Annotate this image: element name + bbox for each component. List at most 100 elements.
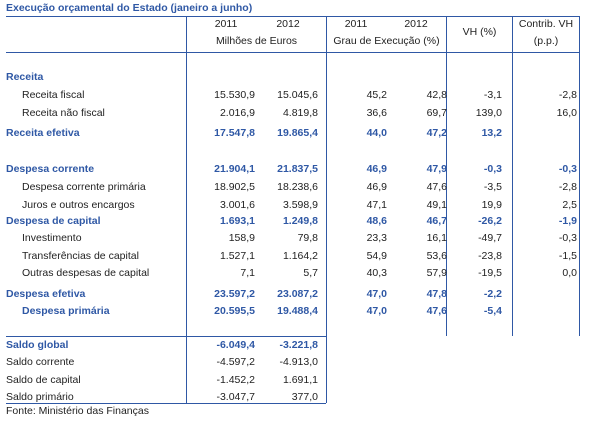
header-2011-b: 2011 <box>344 18 368 30</box>
table-cell: -4.597,2 <box>216 356 255 368</box>
table-cell: 42,8 <box>426 89 447 101</box>
table-cell: -49,7 <box>478 232 502 244</box>
row-label: Receita <box>6 71 44 83</box>
rule-bottom <box>6 403 326 404</box>
col-divider-5 <box>579 16 580 336</box>
table-cell: 3.598,9 <box>282 199 318 211</box>
header-unit-euros: Milhões de Euros <box>215 35 298 47</box>
table-cell: 1.249,8 <box>282 215 318 227</box>
table-cell: 48,6 <box>366 215 387 227</box>
table-cell: 1.693,1 <box>219 215 255 227</box>
table-cell: 0,0 <box>562 267 577 279</box>
table-cell: 47,2 <box>426 127 447 139</box>
table-cell: 46,7 <box>426 215 447 227</box>
table-cell: -4.913,0 <box>279 356 318 368</box>
table-cell: 377,0 <box>291 391 318 403</box>
col-divider-4 <box>512 16 513 336</box>
row-label: Despesa de capital <box>6 215 101 227</box>
table-cell: 3.001,6 <box>219 199 255 211</box>
row-label: Saldo primário <box>6 391 74 403</box>
source-note: Fonte: Ministério das Finanças <box>6 405 149 417</box>
row-label: Saldo corrente <box>6 356 75 368</box>
table-cell: -23,8 <box>478 250 502 262</box>
table-cell: 47,6 <box>426 305 447 317</box>
col-divider-3 <box>446 16 447 336</box>
table-cell: 45,2 <box>366 89 387 101</box>
table-cell: 13,2 <box>481 127 502 139</box>
header-contrib-line1: Contrib. VH <box>518 18 574 30</box>
table-cell: 16,0 <box>556 107 577 119</box>
table-cell: 7,1 <box>240 267 255 279</box>
row-label: Juros e outros encargos <box>22 199 135 211</box>
row-label: Receita efetiva <box>6 127 80 139</box>
table-cell: 40,3 <box>366 267 387 279</box>
table-cell: 57,9 <box>426 267 447 279</box>
table-cell: 49,1 <box>426 199 447 211</box>
table-cell: 46,9 <box>366 163 387 175</box>
rule-top <box>6 16 579 17</box>
table-cell: 47,9 <box>426 163 447 175</box>
table-cell: 18.238,6 <box>277 181 318 193</box>
col-divider-2 <box>326 16 327 403</box>
rule-saldo-top <box>6 336 326 337</box>
row-label: Saldo global <box>6 339 69 351</box>
row-label: Despesa corrente primária <box>22 181 146 193</box>
table-cell: 54,9 <box>366 250 387 262</box>
row-label: Investimento <box>22 232 82 244</box>
table-cell: 23.087,2 <box>277 288 318 300</box>
row-label: Transferências de capital <box>22 250 139 262</box>
table-cell: -26,2 <box>478 215 502 227</box>
header-contrib-line2: (p.p.) <box>533 35 559 47</box>
row-label: Outras despesas de capital <box>22 267 150 279</box>
table-title: Execução orçamental do Estado (janeiro a… <box>6 2 253 14</box>
table-cell: -3,1 <box>483 89 502 101</box>
header-unit-execucao: Grau de Execução (%) <box>333 35 440 47</box>
table-cell: -5,4 <box>483 305 502 317</box>
table-cell: -0,3 <box>483 163 502 175</box>
table-cell: 21.837,5 <box>277 163 318 175</box>
table-cell: 44,0 <box>366 127 387 139</box>
table-cell: -3.221,8 <box>279 339 318 351</box>
table-cell: 139,0 <box>475 107 502 119</box>
table-cell: 36,6 <box>366 107 387 119</box>
table-cell: 1.164,2 <box>282 250 318 262</box>
table-cell: 79,8 <box>297 232 318 244</box>
table-cell: -2,8 <box>558 89 577 101</box>
col-divider-1 <box>186 16 187 403</box>
table-cell: 19.488,4 <box>277 305 318 317</box>
table-cell: 23.597,2 <box>214 288 255 300</box>
row-label: Receita não fiscal <box>22 107 105 119</box>
table-cell: 20.595,5 <box>214 305 255 317</box>
table-cell: 47,1 <box>366 199 387 211</box>
table-cell: 16,1 <box>426 232 447 244</box>
table-cell: 2,5 <box>562 199 577 211</box>
row-label: Despesa corrente <box>6 163 95 175</box>
table-cell: 158,9 <box>228 232 255 244</box>
table-cell: 2.016,9 <box>219 107 255 119</box>
table-cell: -2,2 <box>483 288 502 300</box>
table-cell: 47,0 <box>366 305 387 317</box>
table-cell: 69,7 <box>426 107 447 119</box>
table-cell: 15.530,9 <box>214 89 255 101</box>
table-cell: 15.045,6 <box>277 89 318 101</box>
table-cell: 53,6 <box>426 250 447 262</box>
table-cell: 18.902,5 <box>214 181 255 193</box>
table-cell: -6.049,4 <box>216 339 255 351</box>
table-cell: 1.691,1 <box>282 374 318 386</box>
row-label: Saldo de capital <box>6 374 81 386</box>
table-cell: 17.547,8 <box>214 127 255 139</box>
table-cell: -19,5 <box>478 267 502 279</box>
table-cell: -2,8 <box>558 181 577 193</box>
table-cell: 23,3 <box>366 232 387 244</box>
row-label: Despesa primária <box>22 305 110 317</box>
table-cell: -0,3 <box>558 232 577 244</box>
table-cell: 1.527,1 <box>219 250 255 262</box>
row-label: Despesa efetiva <box>6 288 86 300</box>
table-cell: -0,3 <box>558 163 577 175</box>
table-cell: -1.452,2 <box>216 374 255 386</box>
table-cell: 47,0 <box>366 288 387 300</box>
table-cell: -1,9 <box>558 215 577 227</box>
header-2011-a: 2011 <box>214 18 238 30</box>
table-cell: 47,8 <box>426 288 447 300</box>
table-cell: -1,5 <box>558 250 577 262</box>
